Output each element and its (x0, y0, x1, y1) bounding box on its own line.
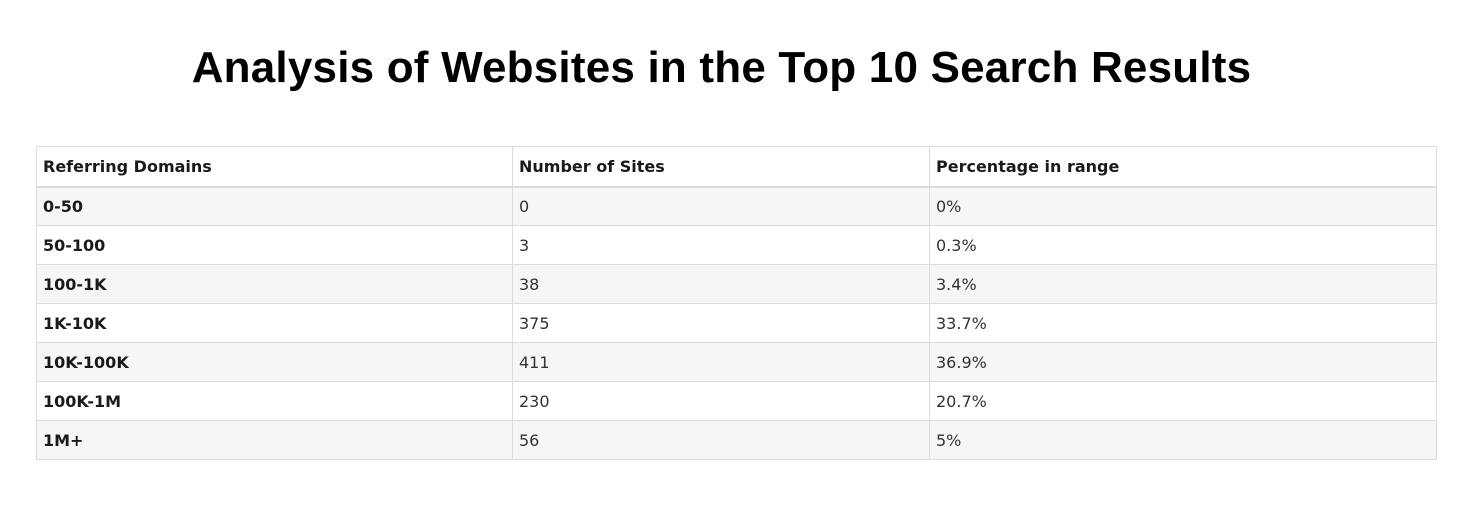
column-header-referring-domains: Referring Domains (36, 146, 513, 188)
table-row: 10K-100K 411 36.9% (36, 342, 1437, 382)
header-row: Referring Domains Number of Sites Percen… (36, 146, 1437, 188)
table-row: 100K-1M 230 20.7% (36, 381, 1437, 421)
page-title: Analysis of Websites in the Top 10 Searc… (191, 43, 1252, 92)
range-cell: 1M+ (36, 420, 513, 460)
table-header: Referring Domains Number of Sites Percen… (36, 146, 1437, 188)
column-header-number-of-sites: Number of Sites (512, 146, 930, 188)
referring-domains-table: Referring Domains Number of Sites Percen… (36, 146, 1437, 460)
percentage-cell: 0% (929, 186, 1437, 226)
percentage-cell: 5% (929, 420, 1437, 460)
percentage-cell: 33.7% (929, 303, 1437, 343)
range-cell: 0-50 (36, 186, 513, 226)
range-cell: 1K-10K (36, 303, 513, 343)
sites-count-cell: 3 (512, 225, 930, 265)
sites-count-cell: 375 (512, 303, 930, 343)
percentage-cell: 20.7% (929, 381, 1437, 421)
column-header-percentage: Percentage in range (929, 146, 1437, 188)
range-cell: 10K-100K (36, 342, 513, 382)
percentage-cell: 0.3% (929, 225, 1437, 265)
table-row: 1M+ 56 5% (36, 420, 1437, 460)
data-table-container: Referring Domains Number of Sites Percen… (36, 146, 1437, 460)
table-body: 0-50 0 0% 50-100 3 0.3% 100-1K 38 3.4% 1… (36, 186, 1437, 460)
range-cell: 50-100 (36, 225, 513, 265)
percentage-cell: 3.4% (929, 264, 1437, 304)
table-row: 0-50 0 0% (36, 186, 1437, 226)
table-row: 50-100 3 0.3% (36, 225, 1437, 265)
sites-count-cell: 0 (512, 186, 930, 226)
sites-count-cell: 411 (512, 342, 930, 382)
sites-count-cell: 38 (512, 264, 930, 304)
sites-count-cell: 230 (512, 381, 930, 421)
table-row: 100-1K 38 3.4% (36, 264, 1437, 304)
table-row: 1K-10K 375 33.7% (36, 303, 1437, 343)
sites-count-cell: 56 (512, 420, 930, 460)
percentage-cell: 36.9% (929, 342, 1437, 382)
range-cell: 100K-1M (36, 381, 513, 421)
range-cell: 100-1K (36, 264, 513, 304)
